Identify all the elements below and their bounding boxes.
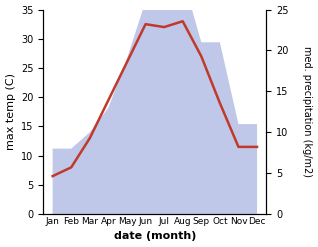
Y-axis label: med. precipitation (kg/m2): med. precipitation (kg/m2) xyxy=(302,46,313,177)
Y-axis label: max temp (C): max temp (C) xyxy=(5,73,16,150)
X-axis label: date (month): date (month) xyxy=(114,231,196,242)
